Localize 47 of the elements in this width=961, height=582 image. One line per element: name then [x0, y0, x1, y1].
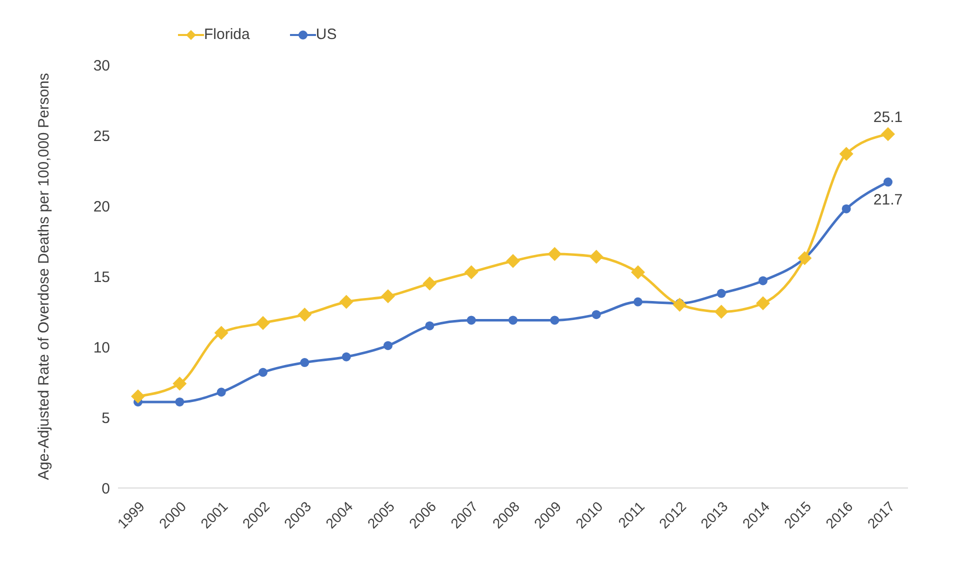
legend-label: US	[314, 26, 337, 43]
point	[342, 352, 351, 362]
point	[548, 246, 562, 261]
point	[464, 265, 478, 280]
point	[506, 254, 520, 268]
point	[714, 304, 728, 319]
point	[508, 316, 518, 325]
point	[216, 388, 226, 397]
annotation: 25.1	[873, 109, 903, 126]
y-tick-label: 20	[93, 198, 110, 216]
point	[634, 297, 642, 306]
point	[298, 308, 312, 322]
point	[884, 178, 892, 187]
point	[384, 341, 392, 350]
point	[631, 265, 645, 280]
point	[425, 321, 434, 330]
y-tick-label: 0	[102, 480, 110, 498]
point	[842, 204, 851, 214]
point	[214, 326, 228, 340]
point	[758, 276, 768, 286]
point	[381, 289, 395, 304]
y-tick-label: 10	[93, 339, 110, 356]
point	[839, 146, 854, 161]
annotation: 21.7	[873, 192, 903, 209]
point	[131, 389, 145, 404]
point	[589, 250, 604, 264]
point	[256, 316, 270, 330]
point	[172, 376, 187, 391]
point	[756, 296, 770, 310]
point	[258, 368, 268, 377]
point	[466, 316, 476, 325]
y-tick-label: 15	[93, 268, 110, 286]
point	[881, 127, 895, 142]
point	[592, 310, 601, 320]
point	[300, 358, 310, 368]
point	[422, 276, 437, 291]
legend-label: Florida	[203, 26, 250, 43]
point	[672, 298, 687, 312]
point	[339, 294, 354, 309]
y-axis-title: Age-Adjusted Rate of Overdose Deaths per 100,000 Persons	[35, 73, 52, 480]
y-tick-label: 5	[102, 410, 110, 427]
point	[798, 251, 812, 266]
y-tick-label: 25	[93, 128, 110, 145]
point	[175, 397, 184, 406]
point	[550, 316, 560, 325]
y-tick-label: 30	[93, 57, 110, 74]
point	[716, 288, 726, 298]
